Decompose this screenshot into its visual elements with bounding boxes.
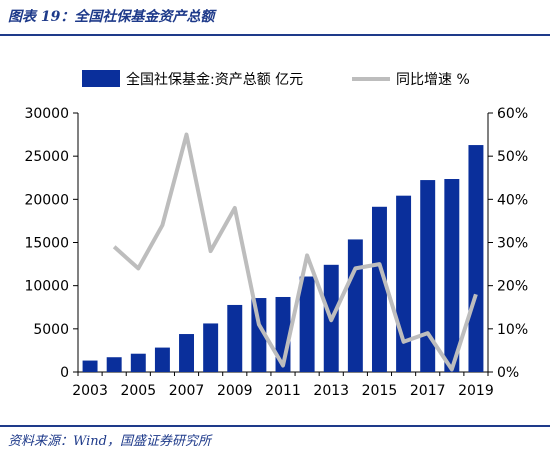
left-tick-label: 25000 [24,149,69,165]
right-tick-label: 60% [497,106,528,122]
bar-2006 [154,347,170,372]
right-tick-label: 0% [497,365,519,381]
bar-2012 [299,276,315,372]
bar-2019 [468,145,484,372]
bar-2007 [179,334,195,372]
plot-area: 0 5000 10000 15000 20000 25000 30000 0% 10% 20% 30… [24,106,528,399]
right-tick-label: 50% [497,149,528,165]
x-tick-label: 2003 [72,383,108,399]
left-tick-label: 30000 [24,106,69,122]
legend-line-label: 同比增速 % [396,72,470,88]
x-tick-label: 2011 [265,383,301,399]
growth-rate-line [112,132,478,372]
left-tick-label: 20000 [24,192,69,208]
x-tick-label: 2015 [362,383,398,399]
figure-caption: 图表 19：全国社保基金资产总额 [8,9,215,25]
bar-2018 [444,179,460,372]
x-tick-label: 2019 [458,383,494,399]
legend-bar-swatch [82,70,120,87]
bar-2017 [420,180,436,372]
legend: 全国社保基金:资产总额 亿元 同比增速 % [82,70,470,88]
bar-2003 [82,360,98,372]
x-tick-label: 2005 [120,383,156,399]
bar-2008 [203,323,219,372]
caption-rule [0,34,550,36]
bar-2010 [251,298,267,372]
right-tick-label: 10% [497,322,528,338]
right-tick-label: 20% [497,279,528,295]
legend-bar-label: 全国社保基金:资产总额 亿元 [126,71,303,88]
x-tick-label: 2007 [169,383,205,399]
left-tick-label: 10000 [24,279,69,295]
left-tick-label: 5000 [33,322,69,338]
x-tick-label: 2009 [217,383,253,399]
bar-2009 [227,304,243,372]
x-tick-label: 2013 [313,383,349,399]
source-note: 资料来源：Wind，国盛证券研究所 [8,434,211,449]
bar-2014 [347,239,363,372]
left-tick-label: 15000 [24,236,69,252]
bar-2015 [371,206,387,372]
x-tick-label: 2017 [410,383,446,399]
right-tick-label: 30% [497,236,528,252]
bar-2005 [130,353,146,372]
left-tick-label: 0 [60,365,69,381]
bar-2016 [396,195,412,372]
source-rule [0,425,550,427]
bar-2004 [106,357,122,372]
right-tick-label: 40% [497,192,528,208]
